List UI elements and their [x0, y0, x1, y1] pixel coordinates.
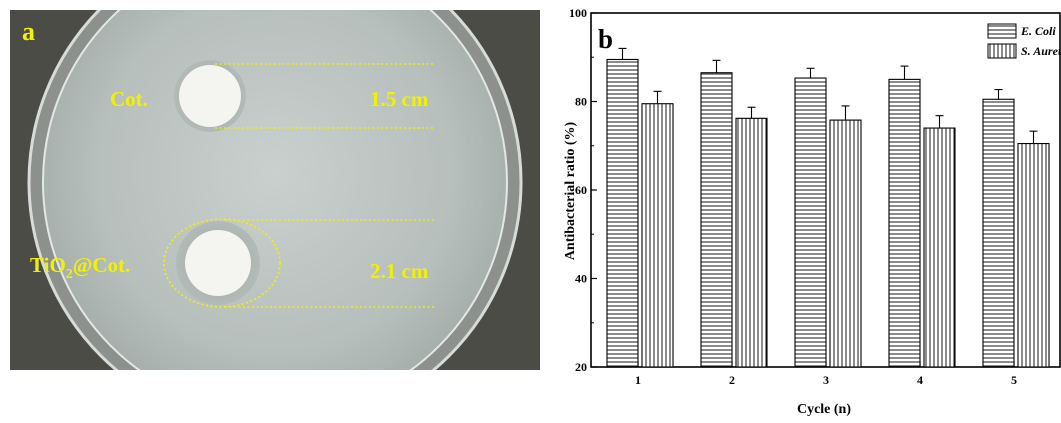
panel-a-label: a [22, 17, 35, 46]
label-tio2-prefix: TiO [30, 253, 66, 277]
x-axis-title: Cycle (n) [797, 402, 851, 417]
y-tick-label: 100 [569, 6, 587, 20]
antibacterial-chart-panel: b Cycle (n) Antibacterial ratio (%) 20 40… [548, 0, 1061, 418]
cotton-sample-bottom [185, 230, 251, 296]
zone-highlight-ellipse [163, 218, 281, 308]
y-tick-label: 60 [575, 183, 587, 197]
legend-swatch-e-coli [987, 23, 1017, 39]
bar-s-aureus [923, 127, 956, 368]
label-tio2-suffix: @Cot. [73, 253, 130, 277]
panel-b-label: b [598, 24, 613, 54]
bar-s-aureus [641, 103, 674, 368]
bar-s-aureus [1017, 142, 1050, 368]
petri-dish-photo: a Cot. TiO2@Cot. 1.5 cm 2.1 cm [22, 0, 523, 423]
y-axis-title: Antibacterial ratio (%) [563, 121, 578, 260]
bar-e-coli [888, 78, 921, 368]
y-tick-label: 80 [575, 95, 587, 109]
legend-label-e-coli: E. Coli [1020, 24, 1056, 38]
legend-label-s-aureus: S. Aureus [1021, 44, 1061, 58]
zone-size-bottom: 2.1 cm [370, 259, 429, 283]
bar-e-coli [700, 72, 733, 368]
cotton-sample-top [179, 65, 241, 127]
label-tio2-cot: TiO2@Cot. [30, 253, 130, 282]
bar-e-coli [794, 77, 827, 368]
legend-swatch-s-aureus [987, 43, 1017, 59]
y-tick-label: 40 [575, 272, 587, 286]
bar-e-coli [606, 58, 639, 368]
y-tick-label: 20 [575, 360, 587, 374]
antibacterial-bar-chart: b Cycle (n) Antibacterial ratio (%) 20 40… [563, 6, 1061, 417]
bar-s-aureus [829, 119, 862, 368]
x-tick-label: 4 [917, 373, 923, 387]
x-tick-label: 5 [1011, 373, 1017, 387]
bar-e-coli [982, 98, 1015, 368]
x-tick-label: 1 [635, 373, 641, 387]
label-tio2-subscript: 2 [66, 267, 73, 282]
x-tick-label: 3 [823, 373, 829, 387]
x-tick-label: 2 [729, 373, 735, 387]
zone-size-top: 1.5 cm [370, 87, 429, 111]
petri-dish-photo-panel: a Cot. TiO2@Cot. 1.5 cm 2.1 cm [10, 0, 540, 423]
bar-s-aureus [735, 117, 768, 368]
label-cot: Cot. [110, 87, 148, 111]
